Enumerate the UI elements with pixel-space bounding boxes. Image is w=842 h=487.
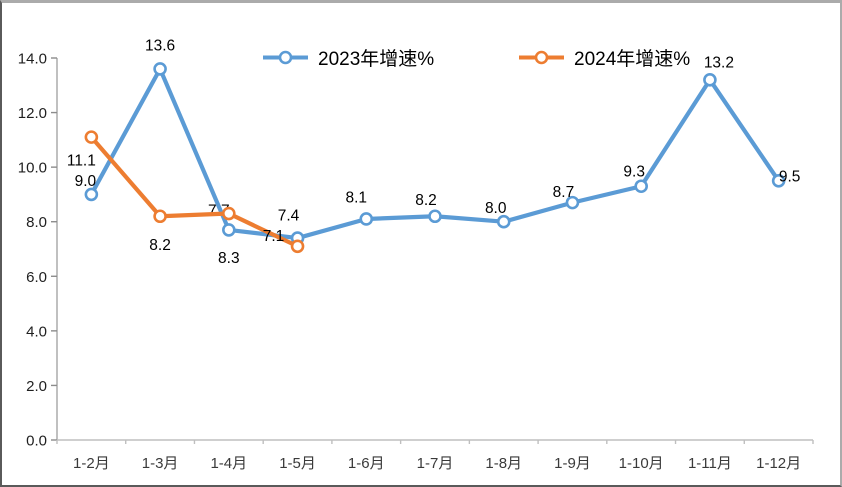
data-point-marker [153,209,167,224]
x-axis-category-label: 1-11月 [688,455,732,472]
y-axis-tick-label: 2.0 [26,378,47,395]
series-line-2024年增速% [89,135,300,249]
data-point-marker [84,130,99,144]
x-axis-category-label: 1-5月 [279,455,316,472]
x-axis-category-label: 1-9月 [554,455,591,472]
y-axis-tick-label: 0.0 [26,433,47,450]
data-label: 7.1 [263,228,285,245]
data-point-marker [222,223,236,237]
x-axis-category-label: 1-4月 [210,455,247,472]
data-label: 9.0 [75,173,97,190]
data-point-marker [565,195,580,210]
x-axis-category-label: 1-12月 [756,455,801,472]
data-point-marker [771,173,786,188]
y-axis-tick-label: 12.0 [18,105,47,122]
data-label: 13.6 [145,37,175,54]
x-axis-category-label: 1-8月 [485,455,522,472]
data-label: 8.7 [553,184,575,201]
y-axis-tick-label: 6.0 [26,269,47,286]
data-point-marker [153,62,167,76]
x-axis-category-label: 1-2月 [73,455,110,472]
data-label: 8.1 [345,189,367,206]
data-point-marker [703,73,717,87]
x-axis-category-label: 1-6月 [348,455,385,472]
data-label: 8.3 [218,250,240,267]
data-label: 13.2 [704,54,734,71]
data-label: 9.5 [779,168,801,185]
y-axis-tick-label: 10.0 [18,160,47,177]
x-axis-category-label: 1-7月 [417,455,454,472]
data-point-marker [428,209,442,224]
data-point-marker [290,239,305,254]
data-point-marker [222,206,236,221]
data-label: 8.0 [485,200,507,217]
data-point-marker [496,214,511,229]
y-axis-tick-label: 14.0 [18,51,47,68]
data-label: 8.2 [149,237,171,254]
data-label: 11.1 [67,153,96,170]
data-point-marker [84,187,99,202]
y-axis-tick-label: 8.0 [26,214,47,231]
data-label: 8.2 [415,192,437,209]
y-axis-tick-label: 4.0 [26,323,47,340]
data-point-marker [359,212,374,226]
data-point-marker [634,179,648,194]
data-label: 7.4 [278,208,300,225]
x-axis-category-label: 1-10月 [619,455,664,472]
data-label: 9.3 [623,164,645,181]
x-axis-category-label: 1-3月 [142,455,179,472]
